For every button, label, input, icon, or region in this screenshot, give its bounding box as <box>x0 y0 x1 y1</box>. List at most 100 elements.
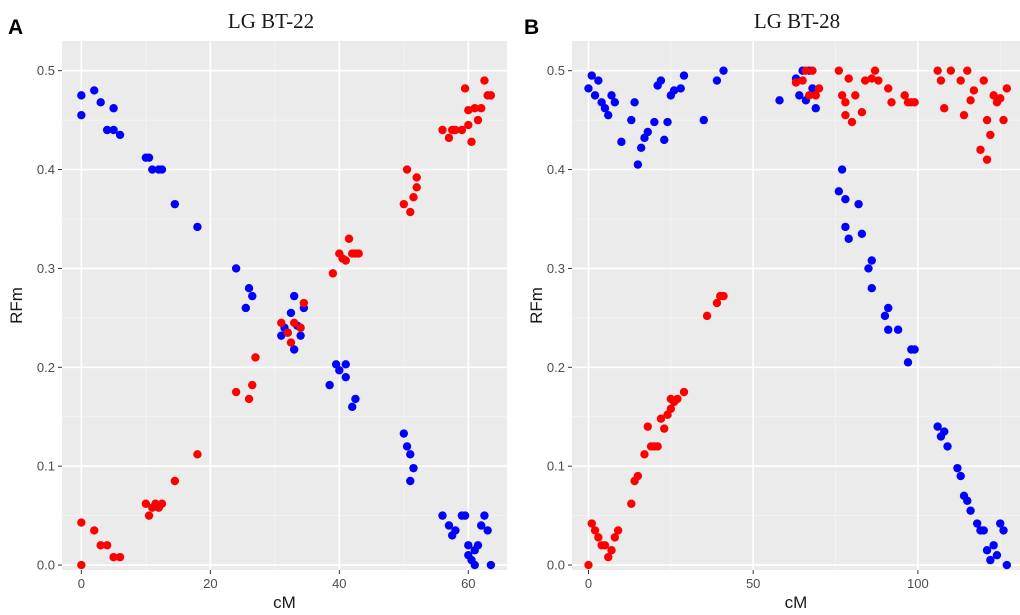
data-point <box>867 256 876 265</box>
data-point <box>451 526 460 535</box>
data-point <box>193 222 202 232</box>
data-point <box>604 552 613 562</box>
data-point <box>666 404 676 414</box>
data-point <box>910 98 919 107</box>
y-tick-label: 0.1 <box>547 459 565 474</box>
data-point <box>660 424 669 433</box>
data-point <box>399 199 409 209</box>
data-point <box>656 76 666 85</box>
data-point <box>884 303 893 313</box>
data-point <box>880 311 890 321</box>
data-point <box>296 331 305 340</box>
data-point <box>841 222 850 232</box>
panel-letter: A <box>8 16 23 39</box>
chart-title: LG BT-28 <box>754 9 840 33</box>
data-point <box>470 104 479 113</box>
data-point <box>999 526 1008 535</box>
data-point <box>847 117 857 127</box>
data-point <box>610 533 620 542</box>
data-point <box>344 234 354 243</box>
data-point <box>956 471 965 481</box>
data-point <box>986 555 995 565</box>
data-point <box>286 338 296 347</box>
chart-title: LG BT-22 <box>228 9 314 33</box>
data-point <box>460 511 470 520</box>
data-point <box>244 394 254 404</box>
data-point <box>633 160 643 169</box>
data-point <box>470 560 479 570</box>
data-point <box>283 328 292 337</box>
data-point <box>884 84 893 93</box>
data-point <box>96 541 105 550</box>
data-point <box>940 104 949 113</box>
data-point <box>989 91 998 100</box>
data-point <box>636 143 646 152</box>
plot-background <box>62 41 507 570</box>
data-point <box>640 450 649 459</box>
data-point <box>936 76 946 85</box>
data-point <box>464 120 473 130</box>
data-point <box>96 98 105 107</box>
y-tick-label: 0.5 <box>547 63 565 78</box>
data-point <box>594 533 603 542</box>
data-point <box>77 518 86 527</box>
data-point <box>903 358 913 367</box>
data-point <box>170 476 180 486</box>
data-point <box>660 135 669 145</box>
data-point <box>438 511 447 520</box>
data-point <box>811 91 820 100</box>
data-point <box>884 325 893 334</box>
data-point <box>406 207 415 217</box>
data-point <box>607 91 616 100</box>
data-point <box>477 104 486 113</box>
data-point <box>702 311 712 321</box>
data-point <box>584 560 593 570</box>
data-point <box>412 173 421 182</box>
data-point <box>844 74 853 83</box>
data-point <box>170 199 180 209</box>
data-point <box>982 546 992 555</box>
data-point <box>864 264 873 273</box>
x-tick-label: 60 <box>461 576 475 591</box>
data-point <box>610 98 620 107</box>
data-point <box>600 104 610 113</box>
data-point <box>77 560 86 570</box>
data-point <box>712 76 722 85</box>
data-point <box>604 110 613 120</box>
data-point <box>473 541 483 550</box>
data-point <box>887 98 896 107</box>
data-point <box>669 86 679 95</box>
data-point <box>893 325 903 334</box>
data-point <box>979 76 988 85</box>
x-tick-label: 100 <box>907 576 929 591</box>
data-point <box>348 402 357 412</box>
data-point <box>808 84 817 93</box>
data-point <box>870 66 880 75</box>
data-point <box>248 291 257 301</box>
data-point <box>791 78 801 87</box>
x-tick-label: 0 <box>78 576 85 591</box>
data-point <box>299 298 309 308</box>
y-axis-label: RFm <box>527 287 546 324</box>
y-tick-label: 0.1 <box>37 459 55 474</box>
data-point <box>144 511 154 520</box>
data-point <box>480 511 489 520</box>
data-point <box>860 76 870 85</box>
data-point <box>857 229 867 239</box>
data-point <box>584 84 593 93</box>
data-point <box>999 115 1008 125</box>
data-point <box>814 84 824 93</box>
data-point <box>874 76 883 85</box>
data-point <box>933 66 942 75</box>
x-axis-label: cM <box>273 593 296 612</box>
data-point <box>969 86 979 95</box>
data-point <box>699 115 708 125</box>
data-point <box>90 526 99 535</box>
data-point <box>444 521 454 530</box>
data-point <box>409 463 418 473</box>
y-tick-label: 0.0 <box>37 558 55 573</box>
data-point <box>102 541 112 550</box>
data-point <box>464 541 473 550</box>
data-point <box>966 96 975 105</box>
